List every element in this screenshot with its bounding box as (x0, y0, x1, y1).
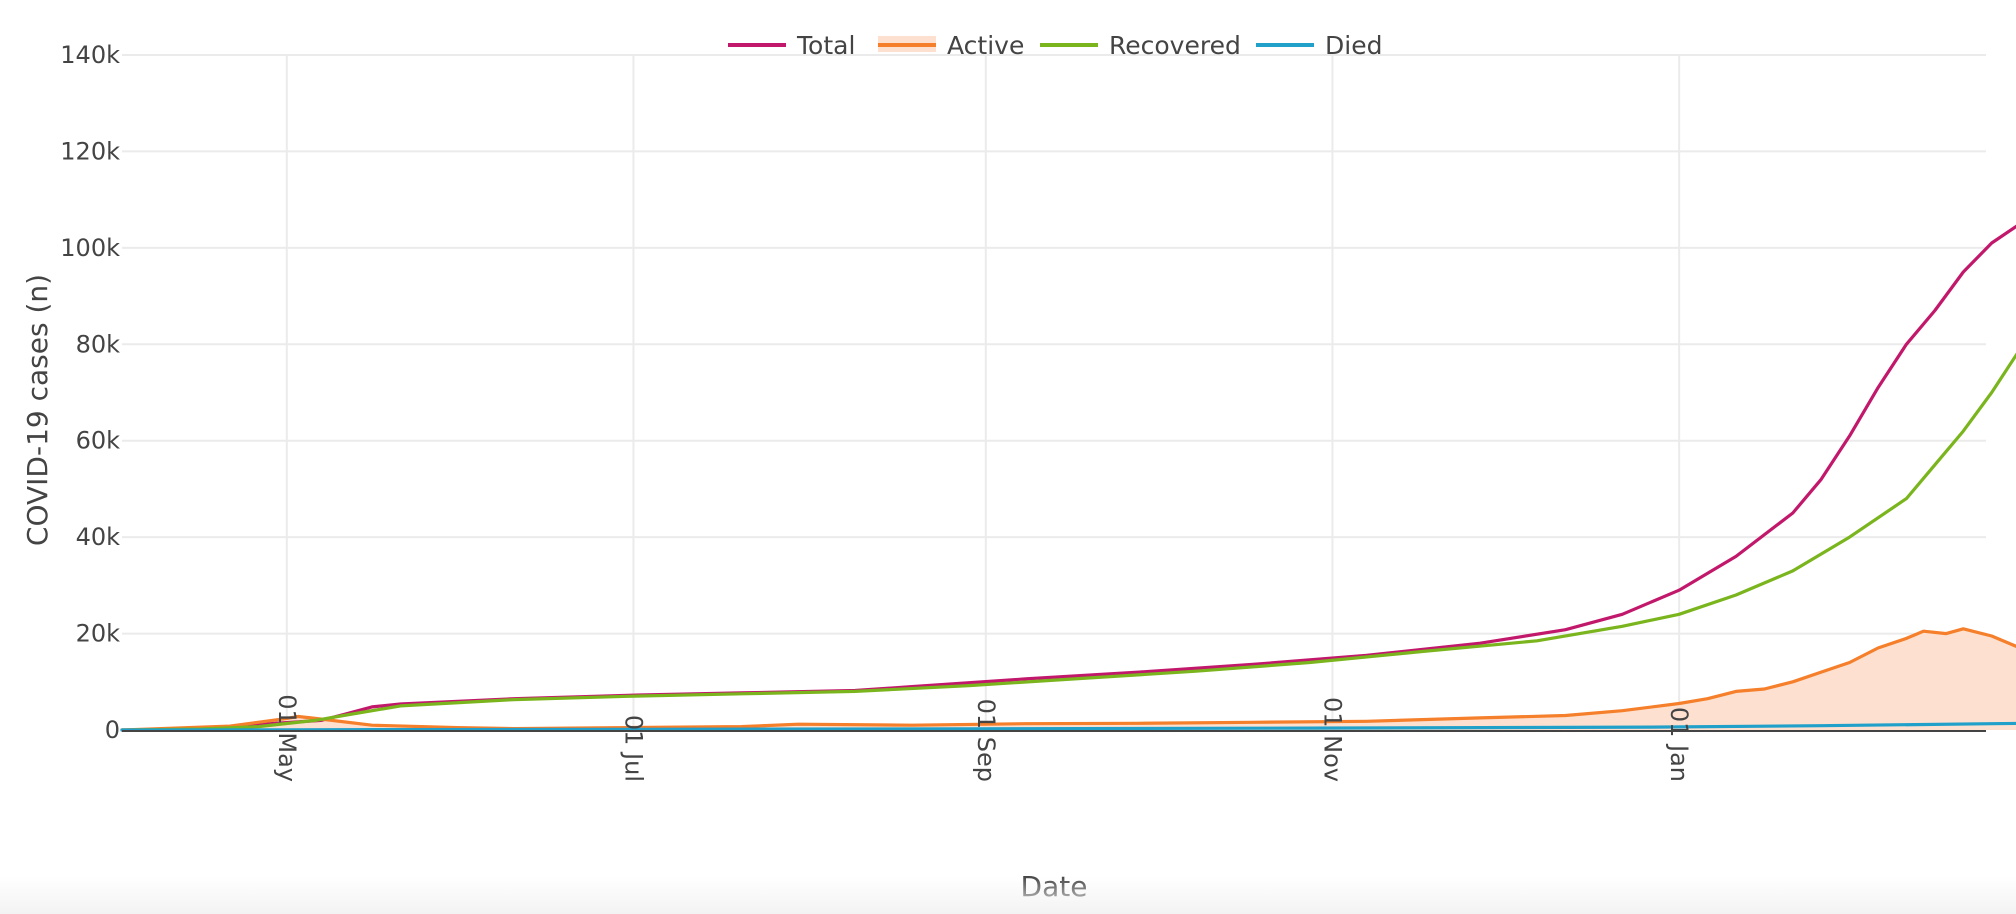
y-axis-title: COVID-19 cases (n) (21, 274, 54, 546)
legend-item-total[interactable]: Total (728, 31, 855, 60)
gridlines (122, 54, 1986, 730)
legend-item-active[interactable]: Active (878, 31, 1024, 60)
y-tick-label: 20k (76, 620, 121, 648)
legend-label: Recovered (1109, 31, 1241, 60)
y-tick-label: 0 (105, 716, 120, 744)
series-died-line (120, 721, 2016, 732)
legend-item-recovered[interactable]: Recovered (1040, 31, 1241, 60)
x-tick-label: 01 Nov (1318, 697, 1346, 782)
x-tick-label: 01 Sep (972, 699, 1000, 782)
y-axis-ticks: 0 20k 40k 60k 80k 100k 120k 140k (60, 41, 120, 744)
x-axis-ticks: 01 May 01 Jul 01 Sep 01 Nov 01 Jan (273, 694, 1693, 782)
x-tick-label: 01 May (273, 694, 301, 782)
y-tick-label: 120k (60, 137, 120, 165)
y-tick-label: 60k (76, 427, 121, 455)
y-tick-label: 40k (76, 523, 121, 551)
legend[interactable]: Total Active Recovered Died (728, 31, 1382, 60)
series-lines (120, 224, 2016, 732)
legend-label: Total (796, 31, 855, 60)
legend-item-died[interactable]: Died (1256, 31, 1382, 60)
x-tick-label: 01 Jul (619, 715, 647, 782)
series-recovered-line (120, 352, 2016, 732)
legend-label: Died (1325, 31, 1382, 60)
legend-label: Active (947, 31, 1024, 60)
bottom-fade (0, 876, 2016, 914)
y-tick-label: 100k (60, 234, 120, 262)
x-tick-label: 01 Jan (1665, 707, 1693, 782)
y-tick-label: 80k (76, 330, 121, 358)
y-tick-label: 140k (60, 41, 120, 69)
